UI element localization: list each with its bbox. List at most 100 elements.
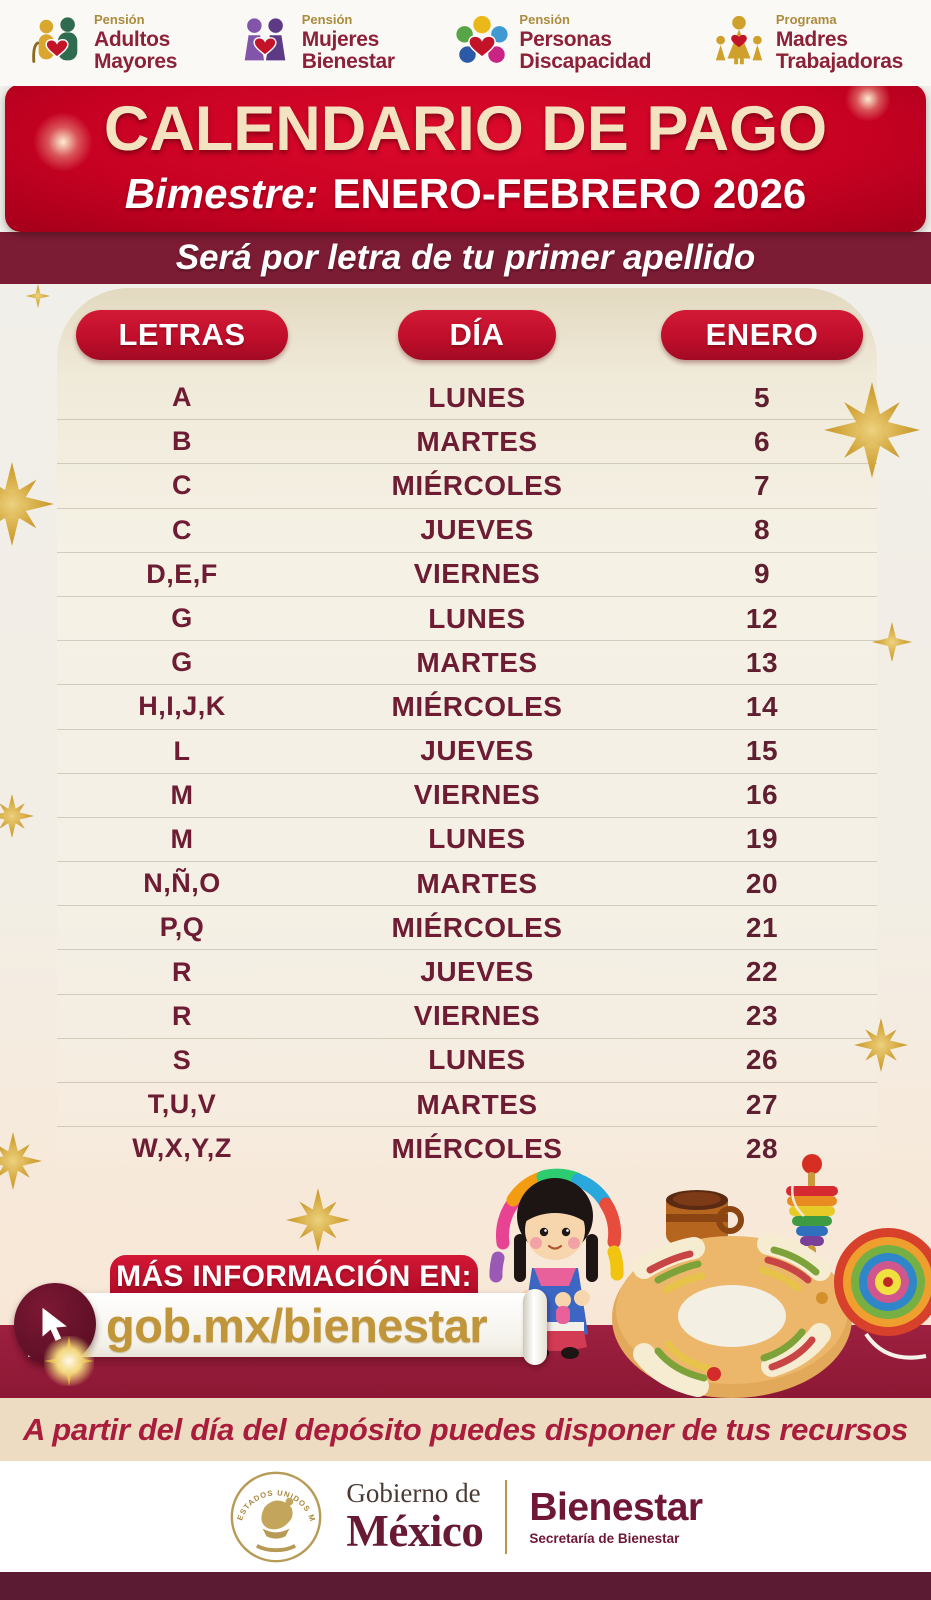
gold-star: [26, 284, 50, 308]
table-row: M VIERNES 16: [57, 774, 877, 818]
table-row: S LUNES 26: [57, 1039, 877, 1083]
notice-text: A partir del día del depósito puedes dis…: [23, 1411, 908, 1447]
cell-letters: R: [172, 1000, 192, 1031]
gobierno-de-mexico-wordmark: Gobierno de México: [346, 1477, 483, 1554]
table-row: G MARTES 13: [57, 641, 877, 686]
rosca-de-reyes-icon: [612, 1233, 852, 1398]
cell-day: VIERNES: [413, 1000, 541, 1032]
cell-day: MIÉRCOLES: [391, 469, 563, 501]
cell-date: 26: [745, 1044, 779, 1076]
cell-date: 7: [753, 469, 771, 501]
column-header-dia: DÍA: [398, 310, 556, 360]
gold-star: [286, 1188, 350, 1252]
bienestar-wordmark: Bienestar Secretaría de Bienestar: [529, 1488, 703, 1546]
cell-day: MARTES: [416, 867, 538, 899]
cell-letters: A: [172, 382, 192, 413]
rosca-doll-illustration: [489, 1154, 931, 1398]
cell-day: LUNES: [428, 602, 526, 634]
cell-letters: P,Q: [159, 912, 205, 943]
cell-date: 9: [753, 558, 771, 590]
clay-mug-icon: [666, 1190, 744, 1248]
table-row: L JUEVES 15: [57, 730, 877, 774]
gold-star: [872, 622, 912, 662]
gold-star: [0, 462, 54, 546]
cell-letters: L: [173, 735, 191, 766]
cell-date: 19: [745, 823, 779, 855]
more-info-label: MÁS INFORMACIÓN EN:: [116, 1260, 472, 1293]
subtitle-prefix: Bimestre:: [124, 170, 319, 217]
table-row: G LUNES 12: [57, 597, 877, 642]
mexico-national-seal-icon: ESTADOS UNIDOS MEXICANOS: [228, 1469, 322, 1562]
cell-date: 15: [745, 735, 779, 767]
table-row: B MARTES 6: [57, 420, 877, 465]
footer-divider: [505, 1479, 508, 1554]
program-mujeres-bienestar: Pensión Mujeres Bienestar: [236, 13, 395, 73]
poster-title: CALENDARIO DE PAGO: [103, 94, 828, 164]
program-category: Programa: [775, 12, 837, 27]
cell-day: MIÉRCOLES: [391, 911, 563, 943]
cell-day: JUEVES: [420, 514, 534, 546]
cell-date: 14: [745, 690, 779, 722]
sparkle-star: [44, 1336, 94, 1386]
column-header-enero: ENERO: [661, 310, 863, 360]
rule-text: Será por letra de tu primer apellido: [175, 238, 756, 277]
cell-letters: M: [170, 779, 194, 810]
program-name: Personas: [519, 28, 612, 51]
program-category: Pensión: [301, 12, 353, 27]
more-info-banner: MÁS INFORMACIÓN EN:: [110, 1255, 478, 1299]
calendar-area: LETRAS DÍA ENERO A LUNES 5 B MARTES 6: [0, 284, 931, 1398]
cell-day: LUNES: [428, 823, 526, 855]
program-name: Mayores: [94, 50, 178, 73]
cell-day: MARTES: [416, 1088, 538, 1120]
program-category: Pensión: [94, 12, 145, 27]
table-row: C MIÉRCOLES 7: [57, 464, 877, 509]
cell-letters: S: [172, 1044, 192, 1075]
column-header-letras: LETRAS: [76, 310, 288, 360]
table-row: A LUNES 5: [57, 376, 877, 421]
gold-star: [824, 382, 920, 478]
table-header-row: LETRAS DÍA ENERO: [57, 310, 877, 360]
cell-letters: M: [170, 823, 194, 854]
cell-date: 12: [745, 602, 779, 634]
cell-date: 5: [753, 381, 771, 413]
gov-line1: Gobierno de: [346, 1477, 481, 1508]
cell-letters: N,Ñ,O: [143, 868, 221, 899]
table-row: R VIERNES 23: [57, 995, 877, 1039]
cell-day: VIERNES: [413, 779, 541, 811]
table-row: H,I,J,K MIÉRCOLES 14: [57, 685, 877, 730]
subtitle-period: ENERO-FEBRERO 2026: [332, 170, 807, 217]
cell-date: 20: [745, 867, 779, 899]
cell-day: LUNES: [428, 1044, 526, 1076]
table-row: W,X,Y,Z MIÉRCOLES 28: [57, 1127, 877, 1170]
program-name: Madres: [775, 28, 848, 51]
cell-letters: H,I,J,K: [138, 691, 226, 722]
cell-letters: D,E,F: [146, 558, 218, 589]
programs-header: Pensión Adultos Mayores Pensión Mujeres …: [0, 0, 931, 86]
two-women-heart-icon: [244, 18, 286, 61]
cell-letters: R: [172, 956, 192, 987]
cell-letters: C: [172, 470, 192, 501]
cell-day: MIÉRCOLES: [391, 690, 563, 722]
poster-subtitle: Bimestre: ENERO-FEBRERO 2026: [5, 170, 926, 218]
program-name: Trabajadoras: [775, 50, 903, 73]
cell-day: MARTES: [416, 425, 538, 457]
cell-date: 28: [745, 1132, 779, 1164]
cell-date: 22: [745, 956, 779, 988]
program-madres-trabajadoras: Programa Madres Trabajadoras: [710, 13, 903, 73]
gold-star: [0, 794, 34, 838]
program-personas-discapacidad: Pensión Personas Discapacidad: [453, 13, 652, 73]
cell-day: MARTES: [416, 646, 538, 678]
cell-date: 23: [745, 1000, 779, 1032]
table-row: R JUEVES 22: [57, 950, 877, 995]
cell-date: 21: [745, 911, 779, 943]
website-url[interactable]: gob.mx/bienestar: [106, 1298, 488, 1352]
cell-date: 6: [753, 425, 771, 457]
cell-day: LUNES: [428, 381, 526, 413]
table-row: N,Ñ,O MARTES 20: [57, 862, 877, 907]
cell-date: 27: [745, 1088, 779, 1120]
cell-day: VIERNES: [413, 558, 541, 590]
disability-flower-heart-icon: [456, 15, 509, 63]
mother-children-heart-icon: [715, 15, 763, 65]
program-name: Adultos: [94, 28, 171, 51]
table-row: T,U,V MARTES 27: [57, 1083, 877, 1128]
